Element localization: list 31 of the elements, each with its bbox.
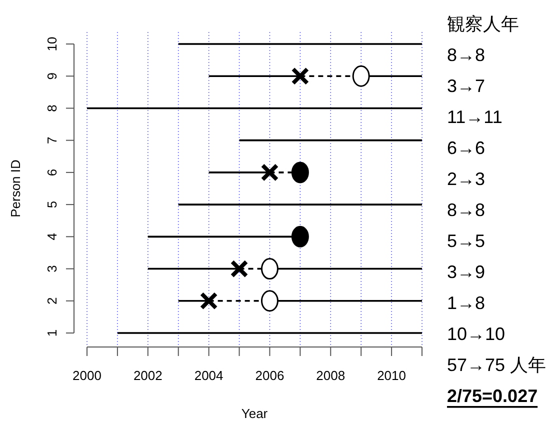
xtick: 2004: [194, 368, 224, 383]
ylabel: Person ID: [8, 160, 23, 218]
xtick: 2006: [255, 368, 284, 383]
annotation: 10→10: [447, 324, 506, 344]
annotation: 2/75=0.027: [447, 386, 538, 406]
xtick: 2000: [72, 368, 102, 383]
ytick: 9: [44, 72, 60, 80]
ytick: 1: [44, 329, 60, 337]
annotation: 8→8: [447, 45, 486, 65]
annotation: 57→75 人年: [447, 355, 546, 375]
ytick: 10: [44, 36, 60, 52]
ytick: 3: [44, 265, 60, 272]
xtick: 2010: [377, 368, 406, 383]
ytick: 5: [44, 200, 60, 208]
annotation: 5→5: [447, 231, 486, 251]
annotation: 1→8: [447, 293, 486, 313]
annotation: 8→8: [447, 200, 486, 220]
annotation: 3→7: [447, 76, 486, 96]
ytick: 4: [44, 233, 60, 240]
annotation: 2→3: [447, 169, 486, 189]
xtick: 2002: [133, 368, 162, 383]
ytick: 6: [44, 168, 60, 176]
ytick: 2: [44, 297, 60, 304]
annotation: 3→9: [447, 262, 486, 282]
annotation: 6→6: [447, 138, 486, 158]
xtick: 2008: [316, 368, 346, 383]
ytick: 7: [44, 136, 60, 144]
annotation: 11→11: [447, 107, 502, 127]
xlabel: Year: [241, 406, 268, 421]
annotation: 観察人年: [447, 14, 519, 34]
ytick: 8: [44, 104, 60, 112]
